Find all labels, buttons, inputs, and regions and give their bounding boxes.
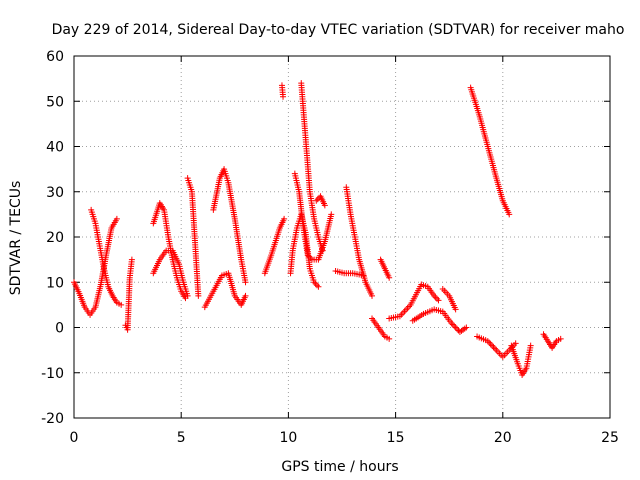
y-tick-label: 20	[46, 230, 64, 246]
y-tick-label: -20	[41, 411, 64, 427]
data-point-marker	[321, 202, 328, 209]
axis-ticks: 0 5 10 15 20 25 -20 -10 0 10 20 30 40 50 60	[41, 49, 619, 446]
y-tick-label: -10	[41, 366, 64, 382]
series-arc-13	[298, 80, 326, 254]
series-arc-10	[278, 82, 287, 100]
data-points	[71, 80, 564, 379]
data-point-marker	[242, 279, 249, 286]
series-arc-14	[313, 193, 328, 209]
data-point-marker	[463, 324, 470, 331]
series-arc-8	[210, 166, 249, 286]
data-point-marker	[452, 306, 459, 313]
series-arc-24	[508, 342, 534, 379]
series-arc-23	[474, 333, 519, 360]
series-arc-20	[409, 306, 470, 336]
data-point-marker	[128, 256, 135, 263]
x-tick-label: 5	[177, 430, 186, 446]
series-arc-9	[261, 215, 288, 277]
series-arc-22	[467, 84, 513, 218]
series-arc-12	[291, 170, 335, 263]
y-tick-label: 0	[55, 321, 64, 337]
series-arc-6	[184, 175, 202, 299]
data-point-marker	[281, 215, 288, 222]
data-point-marker	[506, 211, 513, 218]
data-point-marker	[113, 215, 120, 222]
series-arc-18	[377, 256, 393, 281]
data-point-marker	[118, 301, 125, 308]
chart-title: Day 229 of 2014, Sidereal Day-to-day VTE…	[52, 22, 625, 38]
data-point-marker	[369, 292, 376, 299]
y-axis-label: SDTVAR / TECUs	[8, 181, 24, 296]
y-tick-label: 40	[46, 140, 64, 156]
x-tick-label: 20	[494, 430, 512, 446]
data-point-marker	[512, 340, 519, 347]
data-point-marker	[328, 211, 335, 218]
series-arc-17	[369, 315, 393, 342]
data-point-marker	[557, 335, 564, 342]
series-arc-25	[540, 331, 564, 351]
data-point-marker	[242, 292, 249, 299]
x-tick-label: 25	[601, 430, 619, 446]
x-tick-label: 10	[279, 430, 297, 446]
data-point-marker	[280, 93, 287, 100]
grid-lines	[74, 56, 610, 418]
data-point-marker	[195, 292, 202, 299]
data-point-marker	[386, 274, 393, 281]
y-tick-label: 10	[46, 275, 64, 291]
series-arc-21	[439, 286, 459, 313]
y-tick-label: 30	[46, 185, 64, 201]
y-tick-label: 50	[46, 94, 64, 110]
series-arc-19	[386, 281, 442, 322]
x-axis-label: GPS time / hours	[281, 459, 398, 475]
series-arc-16	[343, 184, 376, 299]
series-arc-3	[122, 256, 135, 333]
y-tick-label: 60	[46, 49, 64, 65]
series-arc-5	[150, 247, 191, 299]
data-point-marker	[386, 335, 393, 342]
series-arc-2	[88, 206, 125, 308]
data-point-marker	[319, 247, 326, 254]
x-tick-label: 15	[387, 430, 405, 446]
data-point-marker	[527, 342, 534, 349]
data-point-marker	[435, 297, 442, 304]
data-point-marker	[315, 283, 322, 290]
x-tick-label: 0	[70, 430, 79, 446]
data-point-marker	[184, 292, 191, 299]
series-arc-7	[201, 270, 249, 311]
